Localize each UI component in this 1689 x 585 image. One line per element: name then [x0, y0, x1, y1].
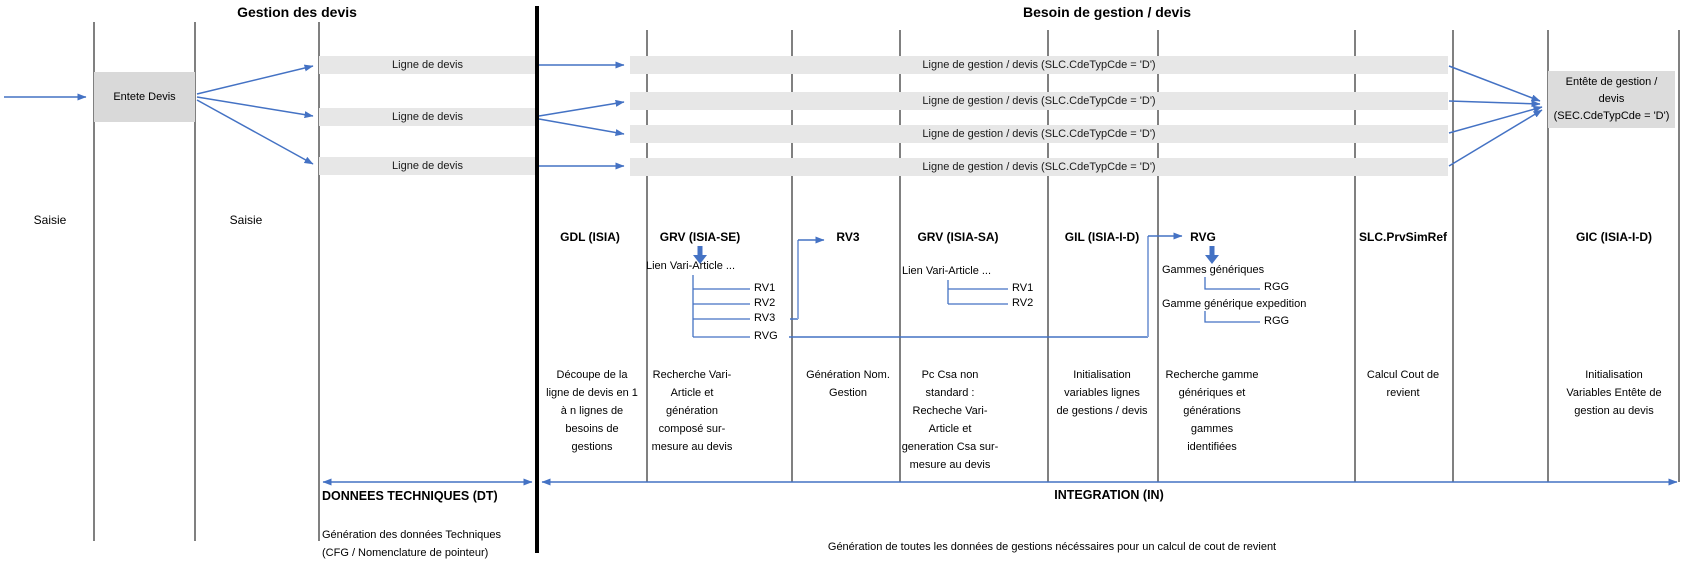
grvse-rv2-label: RV2 — [754, 297, 776, 309]
desc-gdl: Découpe de la ligne de devis en 1 à n li… — [546, 369, 638, 453]
entete-gestion-arrow-4 — [1448, 109, 1543, 167]
devis-fan-arrow-3 — [196, 99, 314, 165]
rvg-rgg1-label: RGG — [1264, 281, 1290, 293]
grvse-rv1-label: RV1 — [754, 282, 776, 294]
entete-devis-box: Entete Devis — [94, 72, 195, 122]
grvsa-rv2-label: RV2 — [1012, 297, 1034, 309]
desc-gil: Initialisation variables lignes de gesti… — [1056, 369, 1148, 417]
grvse-down-arrow — [693, 246, 707, 264]
ligne-gestion-bar-1: Ligne de gestion / devis (SLC.CdeTypCde … — [630, 56, 1448, 74]
saisie-label-1: Saisie — [33, 213, 67, 227]
ligne-gestion-label: Ligne de gestion / devis (SLC.CdeTypCde … — [922, 95, 1156, 107]
entete-gestion-arrow-2 — [1448, 100, 1541, 108]
col-label-slc: SLC.PrvSimRef — [1358, 230, 1448, 244]
ligne-devis-label: Ligne de devis — [392, 160, 463, 172]
devis-fan-arrow-2 — [196, 96, 314, 119]
desc-gic: Initialisation Variables Entête de gesti… — [1566, 369, 1662, 417]
dt-section-caption: Génération des données Techniques (CFG /… — [322, 529, 501, 559]
rvg-gammes-generiques-label: Gammes génériques — [1162, 264, 1265, 276]
col-label-rv3: RV3 — [836, 230, 860, 244]
ligne-devis-label: Ligne de devis — [392, 59, 463, 71]
col-label-gic: GIC (ISIA-I-D) — [1576, 230, 1652, 244]
entete-gestion-arrow-1 — [1448, 65, 1541, 102]
grvse-rvg-label: RVG — [754, 330, 778, 342]
col-label-rvg: RVG — [1190, 230, 1216, 244]
ligne-devis-bar-2: Ligne de devis — [319, 108, 536, 126]
dt-section-title: DONNEES TECHNIQUES (DT) — [322, 489, 498, 503]
entete-gestion-arrow-3 — [1448, 105, 1543, 134]
desc-rvg: Recherche gamme génériques et génération… — [1165, 369, 1259, 453]
col-label-gil: GIL (ISIA-I-D) — [1064, 230, 1140, 244]
ligne-gestion-bar-4: Ligne de gestion / devis (SLC.CdeTypCde … — [630, 158, 1448, 176]
col-label-grv-se: GRV (ISIA-SE) — [659, 230, 741, 244]
entete-gestion-box: Entête de gestion / devis (SEC.CdeTypCde… — [1548, 71, 1675, 128]
rvg-gamme1-elbow — [1204, 277, 1260, 290]
entete-devis-label: Entete Devis — [113, 91, 176, 103]
desc-grv-se: Recherche Vari- Article et génération co… — [651, 369, 733, 453]
col-label-gdl: GDL (ISIA) — [560, 230, 620, 244]
integration-section-caption: Génération de toutes les données de gest… — [827, 541, 1277, 553]
devis-fan-arrow-1 — [196, 64, 314, 95]
ligne-gestion-label: Ligne de gestion / devis (SLC.CdeTypCde … — [922, 161, 1156, 173]
desc-rv3: Génération Nom. Gestion — [806, 369, 890, 399]
gestion-arrow-2a — [538, 99, 625, 117]
rvg-gamme2-elbow — [1204, 311, 1260, 323]
zone-title-gestion-devis: Gestion des devis — [237, 4, 357, 20]
rvg-down-arrow — [1205, 246, 1219, 264]
col-label-grv-sa: GRV (ISIA-SA) — [917, 230, 999, 244]
ligne-devis-label: Ligne de devis — [392, 111, 463, 123]
rvg-gamme-expedition-label: Gamme générique expedition — [1162, 298, 1307, 310]
zone-title-besoin-gestion: Besoin de gestion / devis — [1022, 4, 1192, 20]
grvse-rv3-label: RV3 — [754, 312, 776, 324]
grvsa-lien-vari-article: Lien Vari-Article ... — [902, 265, 992, 277]
ligne-gestion-bar-2: Ligne de gestion / devis (SLC.CdeTypCde … — [630, 92, 1448, 110]
rvg-rgg2-label: RGG — [1264, 315, 1290, 327]
ligne-gestion-bar-3: Ligne de gestion / devis (SLC.CdeTypCde … — [630, 125, 1448, 143]
entete-gestion-label: Entête de gestion / devis (SEC.CdeTypCde… — [1553, 76, 1670, 122]
ligne-gestion-label: Ligne de gestion / devis (SLC.CdeTypCde … — [922, 59, 1156, 71]
desc-grv-sa: Pc Csa non standard : Recheche Vari- Art… — [901, 369, 999, 471]
gestion-arrow-2b — [538, 118, 625, 136]
saisie-label-2: Saisie — [229, 213, 263, 227]
ligne-gestion-label: Ligne de gestion / devis (SLC.CdeTypCde … — [922, 128, 1156, 140]
integration-section-title: INTEGRATION (IN) — [1054, 488, 1164, 502]
grvsa-rv1-label: RV1 — [1012, 282, 1034, 294]
desc-slc: Calcul Cout de revient — [1366, 369, 1440, 399]
ligne-devis-bar-3: Ligne de devis — [319, 157, 536, 175]
grvse-lien-vari-article: Lien Vari-Article ... — [646, 260, 736, 272]
ligne-devis-bar-1: Ligne de devis — [319, 56, 536, 74]
